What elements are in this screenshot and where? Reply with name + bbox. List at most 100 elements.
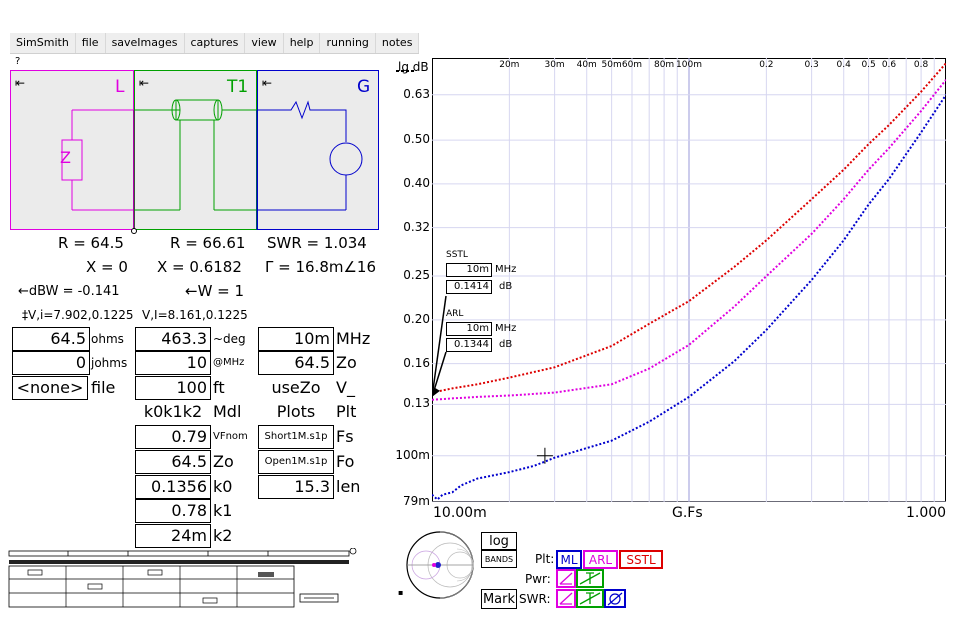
circuit-schematic — [61, 99, 363, 234]
t1-length-field[interactable]: 100 — [135, 376, 211, 400]
g-zo-field[interactable]: 64.5 — [258, 351, 334, 375]
chart-y-dashes — [396, 70, 416, 72]
load-arrow-icon[interactable]: ⇤ — [15, 76, 26, 90]
x-top-tick-label: 50m — [601, 60, 622, 70]
g-v-label: V_ — [336, 378, 355, 397]
t1-resistance: R = 66.61 — [170, 234, 246, 252]
bands-button[interactable]: BANDS — [481, 550, 517, 568]
y-tick-label: 0.20 — [403, 311, 430, 326]
x-top-tick-label: 0.8 — [913, 60, 929, 70]
x-top-tick-label: 0.4 — [836, 60, 851, 70]
menu-simsmith[interactable]: SimSmith — [10, 33, 76, 53]
load-ohms-label: ohms — [91, 332, 124, 346]
plot-ml-button[interactable]: ML — [556, 550, 582, 569]
load-resistance: R = 64.5 — [58, 234, 124, 252]
t1-vf-field[interactable]: 0.79 — [135, 425, 211, 449]
g-short-file-field[interactable]: Short1M.s1p — [258, 425, 334, 449]
x-top-tick-label: 0.2 — [759, 60, 774, 70]
t1-k2-label: k2 — [213, 526, 233, 545]
t1-k2-field[interactable]: 24m — [135, 524, 211, 548]
sstl-marker-name: SSTL — [446, 250, 468, 260]
x-top-tick-label: 80m — [653, 60, 675, 70]
menu-captures[interactable]: captures — [185, 33, 246, 53]
x-top-tick-label: 40m — [576, 60, 597, 70]
load-file-field[interactable]: <none> — [12, 376, 88, 400]
arl-marker-value: 0.1344 — [446, 338, 492, 352]
x-axis-title: G.Fs — [672, 505, 703, 521]
t1-length-label: ft — [213, 378, 225, 397]
arl-marker-name: ARL — [446, 309, 464, 319]
g-fs-label: Fs — [336, 427, 354, 446]
g-open-file-field[interactable]: Open1M.s1p — [258, 450, 334, 474]
g-len-field[interactable]: 15.3 — [258, 475, 334, 499]
y-tick-label: 0.13 — [403, 396, 430, 411]
t1-k0-label: k0 — [213, 477, 233, 496]
menu-bar: SimSmith file saveImages captures view help ru… — [10, 33, 420, 54]
t1-zo-field[interactable]: 64.5 — [135, 450, 211, 474]
series-sstl-line — [432, 62, 946, 394]
plot-sstl-button[interactable]: SSTL — [619, 550, 663, 569]
arl-marker-freq[interactable]: 10m — [446, 322, 492, 336]
t1-block[interactable] — [134, 70, 257, 230]
mark-button[interactable]: Mark — [481, 589, 517, 609]
t1-model-field[interactable]: k0k1k2 — [135, 400, 211, 424]
sstl-marker-freq-unit: MHz — [495, 264, 517, 275]
t1-k0-field[interactable]: 0.1356 — [135, 475, 211, 499]
source-symbol — [329, 142, 363, 176]
menu-help[interactable]: help — [284, 33, 321, 53]
y-tick-label: 0.32 — [403, 219, 430, 234]
x-top-tick-label: 0.3 — [804, 60, 819, 70]
menu-view[interactable]: view — [245, 33, 284, 53]
t1-k1-field[interactable]: 0.78 — [135, 499, 211, 523]
g-plots-field[interactable]: Plots — [258, 400, 334, 424]
x-top-tick-label: 0.5 — [861, 60, 876, 70]
load-title: L — [115, 77, 125, 97]
t1-mhz-label: @MHz — [213, 357, 245, 368]
smith-chart-thumbnail[interactable] — [402, 528, 480, 606]
component-palette[interactable] — [8, 548, 390, 610]
sstl-marker-value-unit: dB — [499, 281, 513, 292]
menu-saveimages[interactable]: saveImages — [106, 33, 185, 53]
t1-reactance: X = 0.6182 — [157, 258, 242, 276]
x-top-tick-label: 0.6 — [881, 60, 897, 70]
t1-mhz-field[interactable]: 10 — [135, 351, 211, 375]
arl-marker-freq-unit: MHz — [495, 323, 517, 334]
t1-deg-label: ~deg — [213, 332, 246, 346]
menu-notes[interactable]: notes — [376, 33, 420, 53]
smith-corner-mark: ▪ — [398, 588, 404, 597]
help-mark[interactable]: ? — [15, 56, 21, 67]
x-axis-left-label: 10.00m — [433, 505, 487, 521]
y-tick-label: 0.40 — [403, 175, 430, 190]
load-johms-field[interactable]: 0 — [12, 351, 90, 375]
swr-toggle-group[interactable] — [556, 589, 628, 609]
plot-arl-button[interactable]: ARL — [583, 550, 618, 569]
load-file-label: file — [91, 378, 116, 397]
t1-arrow-icon[interactable]: ⇤ — [139, 76, 150, 90]
t1-deg-field[interactable]: 463.3 — [135, 327, 211, 351]
y-tick-label: 0.63 — [403, 86, 430, 101]
log-button[interactable]: log — [481, 532, 517, 550]
menu-file[interactable]: file — [76, 33, 106, 53]
g-freq-field[interactable]: 10m — [258, 327, 334, 351]
dbw-readout: ←dBW = -0.141 — [18, 284, 120, 299]
pwr-toggle-group[interactable] — [556, 569, 606, 589]
z-label: Z — [60, 148, 71, 167]
marker-arrow-1 — [432, 351, 447, 398]
menu-running[interactable]: running — [320, 33, 376, 53]
swr-label: SWR: — [519, 592, 551, 606]
x-top-tick-label: 30m — [544, 60, 565, 70]
t1-model-label: Mdl — [213, 402, 242, 421]
y-tick-label: 100m — [395, 447, 430, 462]
x-top-tick-label: 100m — [676, 60, 702, 70]
g-len-label: len — [336, 477, 361, 496]
swr-readout: SWR = 1.034 — [267, 234, 367, 252]
sstl-marker-freq[interactable]: 10m — [446, 263, 492, 277]
g-plt-label: Plt — [336, 402, 357, 421]
marker-arrowhead — [432, 387, 440, 397]
load-vi-readout: ‡V,i=7.902,0.1225 — [22, 308, 134, 322]
g-usezo-field[interactable]: useZo — [258, 376, 334, 400]
load-ohms-field[interactable]: 64.5 — [12, 327, 90, 351]
g-arrow-icon[interactable]: ⇤ — [262, 76, 273, 90]
y-tick-label: 79m — [403, 494, 430, 508]
t1-k1-label: k1 — [213, 501, 233, 520]
